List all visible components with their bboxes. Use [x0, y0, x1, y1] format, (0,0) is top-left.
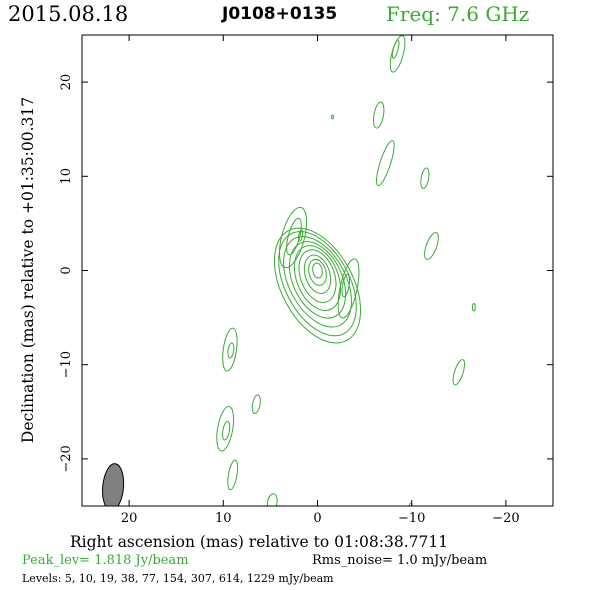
- x-tick-label: 10: [215, 511, 232, 526]
- core-contour-77: [293, 245, 342, 311]
- core-contour-614: [308, 258, 327, 286]
- core-contour-307: [303, 254, 332, 294]
- jet-feature-contour: [297, 229, 304, 242]
- y-axis-label: Declination (mas) relative to +01:35:00.…: [19, 96, 37, 444]
- jet-feature-contour: [227, 459, 239, 491]
- jet-feature-contour: [376, 140, 395, 187]
- jet-feature-contour: [391, 39, 400, 59]
- jet-feature-contour: [266, 493, 278, 506]
- jet-feature-contour: [408, 502, 413, 506]
- jet-feature-contour: [337, 258, 360, 319]
- contour-group: [102, 35, 476, 506]
- core-contour-1229: [312, 262, 323, 279]
- y-tick-label: −10: [59, 351, 74, 378]
- jet-feature-contour: [471, 302, 476, 312]
- y-tick-label: 20: [59, 74, 74, 91]
- rms-noise: Rms_noise= 1.0 mJy/beam: [312, 553, 488, 568]
- frequency-label: Freq: 7.6 GHz: [386, 2, 530, 26]
- core-contour-154: [298, 249, 337, 303]
- jet-feature-contour: [452, 359, 466, 386]
- beam-ellipse: [102, 463, 125, 506]
- core-contour-19: [283, 236, 352, 328]
- jet-feature-contour: [227, 342, 235, 359]
- core-contour-38: [288, 241, 347, 319]
- y-tick-label: 10: [59, 168, 74, 185]
- x-tick-label: 20: [121, 511, 138, 526]
- y-tick-label: 0: [59, 266, 74, 274]
- x-tick-label: 0: [313, 511, 321, 526]
- observation-date: 2015.08.18: [8, 2, 129, 26]
- x-tick-label: −10: [398, 511, 425, 526]
- jet-feature-contour: [216, 405, 235, 452]
- y-tick-label: −20: [59, 445, 74, 472]
- jet-feature-contour: [424, 232, 439, 260]
- jet-feature-contour: [341, 273, 351, 298]
- x-axis-label: Right ascension (mas) relative to 01:08:…: [70, 533, 449, 551]
- jet-feature-contour: [278, 206, 308, 269]
- jet-feature-contour: [251, 394, 261, 415]
- jet-feature-contour: [221, 420, 231, 441]
- jet-feature-contour: [420, 167, 430, 189]
- plot-frame: [81, 34, 554, 507]
- x-tick-label: −20: [492, 511, 519, 526]
- core-contour-5: [273, 227, 362, 344]
- jet-feature-contour: [286, 217, 302, 256]
- contour-levels: Levels: 5, 10, 19, 38, 77, 154, 307, 614…: [22, 572, 334, 585]
- peak-level: Peak_lev= 1.818 Jy/beam: [22, 553, 189, 568]
- jet-feature-contour: [222, 327, 238, 372]
- source-name: J0108+0135: [222, 4, 338, 24]
- jet-feature-contour: [373, 101, 385, 129]
- jet-feature-contour: [331, 114, 335, 120]
